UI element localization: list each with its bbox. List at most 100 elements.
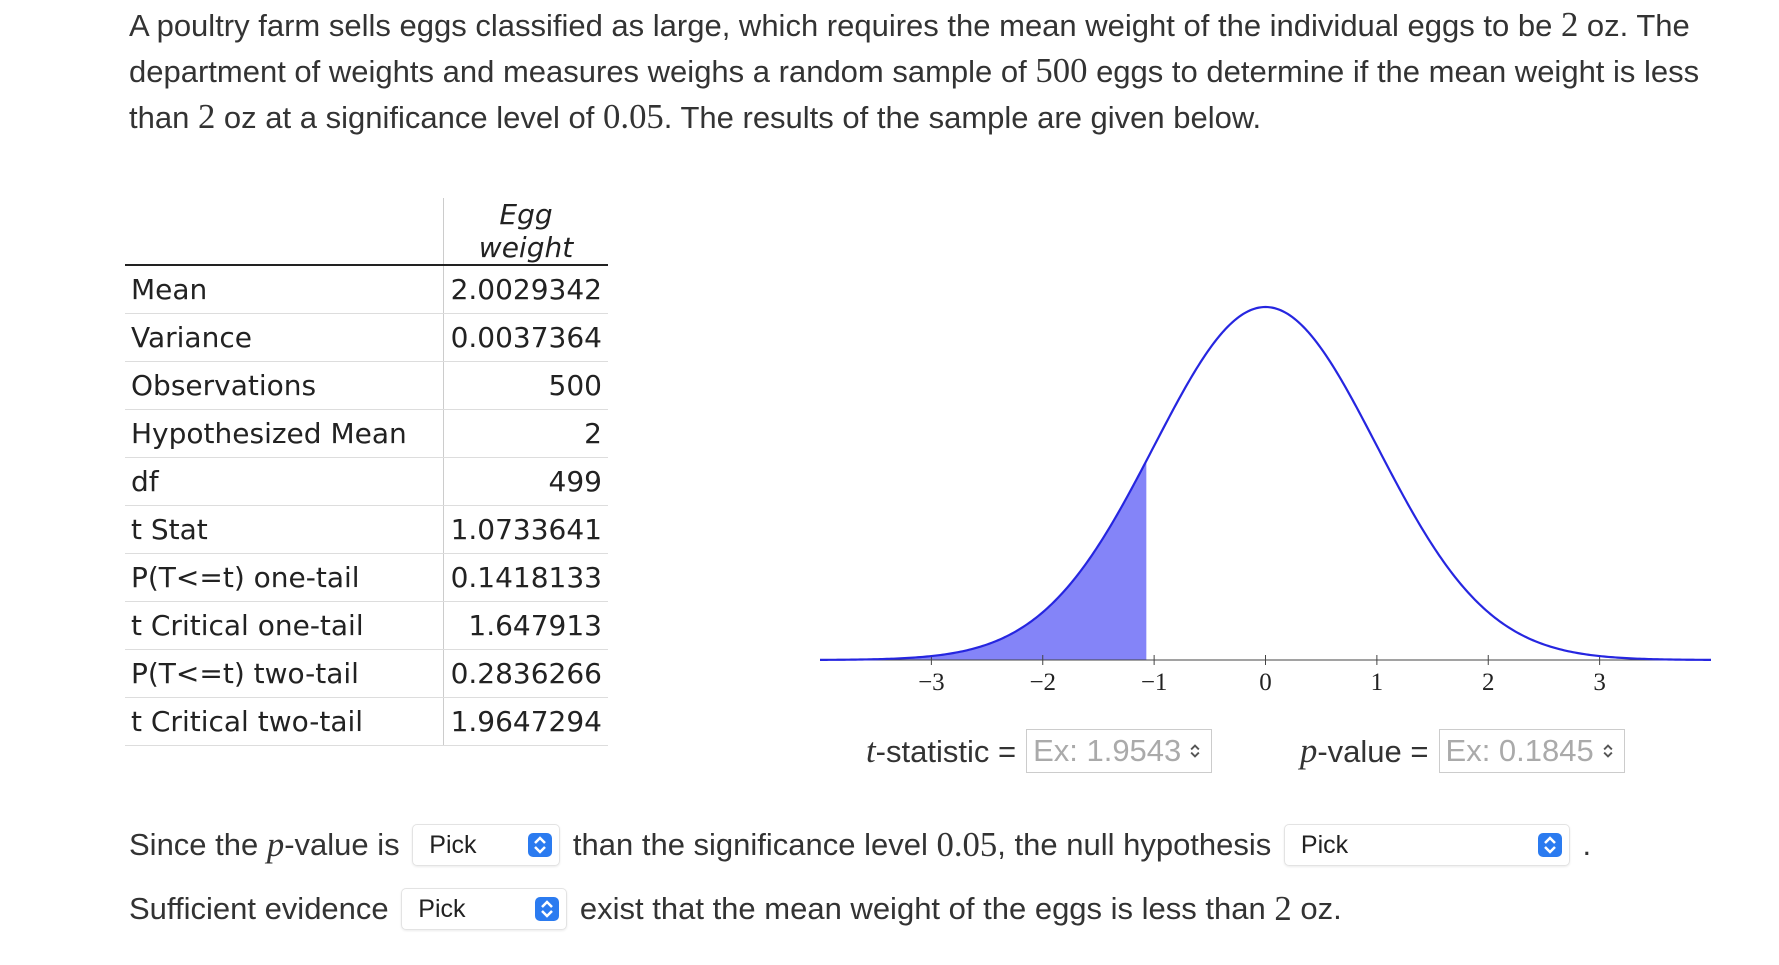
row-label: df: [125, 457, 444, 506]
input-row: t-statistic = Ex: 1.9543: [866, 729, 1213, 773]
sentence: Since the p -value is Pick than the signi…: [129, 824, 1591, 866]
x-tick-label: 2: [1482, 669, 1495, 696]
x-tick-label: −1: [1141, 669, 1168, 696]
arrow-bg: [535, 897, 560, 921]
variable: t: [866, 731, 876, 770]
variable: p: [266, 825, 285, 864]
select-arrow: [535, 897, 560, 921]
table-row: P(T<=t) one-tail 0.1418133: [125, 553, 608, 602]
table-row: Mean 2.0029342: [125, 265, 608, 314]
label-text: -value =: [1317, 734, 1429, 769]
x-tick-label: 1: [1371, 669, 1384, 696]
text: Since the: [129, 827, 267, 862]
arrow-bg: [1537, 833, 1562, 857]
row-value: 500: [443, 361, 608, 410]
math: 500: [1035, 51, 1088, 90]
dropdown-text: Pick: [418, 894, 466, 923]
table-row: t Stat 1.0733641: [125, 505, 608, 554]
shaded-area: [820, 460, 1147, 660]
dropdown-text: Pick: [429, 830, 477, 859]
math: 2: [197, 97, 216, 136]
sentence: Sufficient evidence Pick exist that the …: [129, 888, 1342, 930]
dropdown[interactable]: Pick: [401, 888, 568, 930]
text: oz at a significance level of: [215, 100, 604, 135]
arrow-down: [541, 910, 554, 918]
row-value: 1.0733641: [443, 505, 608, 554]
row-value: 0.2836266: [443, 649, 608, 698]
header-blank: [125, 198, 444, 266]
problem-text: A poultry farm sells eggs classified as …: [129, 2, 1729, 140]
text: eggs to determine if the mean weight is …: [129, 54, 1700, 135]
row-label: Hypothesized Mean: [125, 409, 444, 458]
row-label: t Critical two-tail: [125, 697, 444, 746]
summary-table: Egg weight Mean 2.0029342 Variance 0.0037364…: [125, 198, 608, 746]
text: Sufficient evidence: [129, 891, 398, 926]
label-text: -statistic =: [875, 734, 1017, 769]
math: 0.05: [603, 97, 664, 136]
dropdown-text: Pick: [1300, 830, 1349, 859]
row-label: P(T<=t) two-tail: [125, 649, 444, 698]
header-row: Egg weight: [125, 198, 608, 266]
arrow-down: [1602, 751, 1613, 758]
table-row: df 499: [125, 457, 608, 506]
table-row: t Critical two-tail 1.9647294: [125, 697, 608, 746]
text: oz.: [1291, 891, 1342, 926]
x-tick-label: −3: [918, 669, 945, 696]
arrow-up: [541, 900, 554, 908]
arrow-down: [534, 846, 547, 854]
spin-arrows: [1190, 744, 1200, 758]
row-value: 1.647913: [443, 601, 608, 650]
text: , the null hypothesis: [997, 827, 1280, 862]
input-row: p-value = Ex: 0.1845: [1300, 729, 1625, 773]
x-tick-label: 3: [1593, 669, 1606, 696]
row-label: t Critical one-tail: [125, 601, 444, 650]
text: -value is: [284, 827, 409, 862]
row-label: Variance: [125, 313, 444, 362]
row-label: P(T<=t) one-tail: [125, 553, 444, 602]
select-arrow: [1537, 833, 1562, 857]
arrow-bg: [528, 833, 553, 857]
math: 0.05: [936, 825, 998, 864]
table-row: Variance 0.0037364: [125, 313, 608, 362]
row-label: t Stat: [125, 505, 444, 554]
text: .: [1573, 827, 1592, 862]
table-row: t Critical one-tail 1.647913: [125, 601, 608, 650]
density-curve: [820, 305, 1711, 661]
input-label: p-value =: [1300, 731, 1429, 771]
row-value: 0.1418133: [443, 553, 608, 602]
text: than the significance level: [564, 827, 937, 862]
number-input[interactable]: Ex: 0.1845: [1438, 729, 1625, 773]
arrow-up: [1602, 744, 1613, 751]
density-chart: −3 −2 −1 0 1 2 3: [820, 305, 1711, 696]
arrow-up: [534, 836, 547, 844]
row-value: 1.9647294: [443, 697, 608, 746]
select-arrow: [528, 833, 553, 857]
text: A poultry farm sells eggs classified as …: [129, 8, 1561, 43]
table-row: Observations 500: [125, 361, 608, 410]
row-value: 499: [443, 457, 608, 506]
arrow-down: [1190, 751, 1200, 758]
text: oz. The department of weights and measur…: [129, 8, 1690, 89]
table-row: Hypothesized Mean 2: [125, 409, 608, 458]
row-value: 2.0029342: [443, 265, 608, 314]
math: 2: [1274, 889, 1292, 928]
placeholder: Ex: 1.9543: [1033, 733, 1182, 768]
arrow-down: [1544, 846, 1556, 854]
table-row: P(T<=t) two-tail 0.2836266: [125, 649, 608, 698]
row-label: Mean: [125, 265, 444, 314]
dropdown[interactable]: Pick: [412, 824, 561, 866]
arrow-up: [1190, 744, 1200, 751]
arrow-up: [1544, 836, 1556, 844]
dropdown[interactable]: Pick: [1283, 824, 1570, 866]
x-tick-label: 0: [1259, 669, 1272, 696]
number-input[interactable]: Ex: 1.9543: [1026, 729, 1213, 773]
spin-arrows: [1602, 744, 1613, 758]
column-header: Egg weight: [443, 198, 608, 266]
row-value: 0.0037364: [443, 313, 608, 362]
text: exist that the mean weight of the eggs i…: [571, 891, 1275, 926]
text: . The results of the sample are given be…: [663, 100, 1262, 135]
input-label: t-statistic =: [866, 731, 1016, 771]
placeholder: Ex: 0.1845: [1445, 733, 1594, 768]
variable: p: [1300, 731, 1318, 770]
